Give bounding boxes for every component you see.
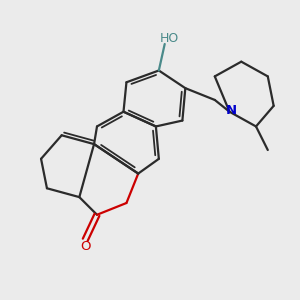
Text: HO: HO xyxy=(160,32,179,45)
Text: O: O xyxy=(80,240,91,253)
Text: N: N xyxy=(225,104,236,117)
